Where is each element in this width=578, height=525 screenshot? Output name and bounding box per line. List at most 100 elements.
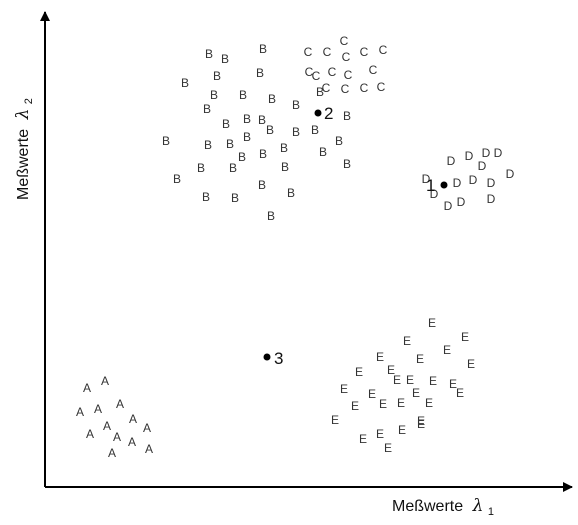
class-b-letter: B <box>259 42 267 56</box>
class-e-letter: E <box>443 343 451 357</box>
class-e-letter: E <box>467 357 475 371</box>
class-e-letter: E <box>412 386 420 400</box>
class-e-letter: E <box>331 413 339 427</box>
class-a-letter: A <box>103 419 111 433</box>
class-b-letter: B <box>343 109 351 123</box>
class-d-letter: D <box>506 167 515 181</box>
class-c-letter: C <box>328 65 337 79</box>
class-b-letter: B <box>204 138 212 152</box>
class-d-letter: D <box>422 172 431 186</box>
class-a-letter: A <box>86 427 94 441</box>
class-d-letter: D <box>469 173 478 187</box>
class-a-letter: A <box>129 412 137 426</box>
x-axis-label: Meßwerte λ 1 <box>392 496 494 518</box>
class-c-letter: C <box>341 82 350 96</box>
y-axis-index: 2 <box>23 98 35 104</box>
point-1-label: 1 <box>426 176 435 195</box>
class-c-letter: C <box>342 50 351 64</box>
class-b-letter: B <box>287 186 295 200</box>
class-d-letter: D <box>447 154 456 168</box>
class-e-letter: E <box>359 432 367 446</box>
point-3-label: 3 <box>274 349 283 368</box>
class-b-letter: B <box>205 47 213 61</box>
class-e-letter: E <box>397 396 405 410</box>
class-e-letter: E <box>417 414 425 428</box>
class-b-letter: B <box>316 85 324 99</box>
class-c-letter: C <box>377 80 386 94</box>
class-e-letter: E <box>376 427 384 441</box>
class-c-letter: C <box>305 65 314 79</box>
class-c-letter: C <box>340 34 349 48</box>
class-e-letter: E <box>384 441 392 455</box>
class-a-letter: A <box>113 430 121 444</box>
x-axis-label-text: Meßwerte <box>392 498 463 515</box>
class-e-letter: E <box>428 316 436 330</box>
class-e-letter: E <box>461 330 469 344</box>
class-b-letter: B <box>181 76 189 90</box>
class-d-letter: D <box>487 192 496 206</box>
class-b-letter: B <box>281 160 289 174</box>
class-d-letter: D <box>453 176 462 190</box>
class-e-letter: E <box>425 396 433 410</box>
class-e-letter: E <box>449 377 457 391</box>
class-b-letter: B <box>266 123 274 137</box>
class-b-letter: B <box>210 88 218 102</box>
y-axis-label: Meßwerte λ 2 <box>13 98 35 200</box>
class-a-letter: A <box>145 442 153 456</box>
class-e-letter: E <box>376 350 384 364</box>
y-axis-symbol: λ <box>13 109 33 121</box>
class-b-letter: B <box>221 52 229 66</box>
class-b-letter: B <box>231 191 239 205</box>
class-e-letter: E <box>368 387 376 401</box>
class-a-letter: A <box>101 374 109 388</box>
class-c-letter: C <box>369 63 378 77</box>
class-c-letter: C <box>379 43 388 57</box>
class-a-letter: A <box>128 435 136 449</box>
class-b-letter: B <box>311 123 319 137</box>
class-b-letter: B <box>335 134 343 148</box>
class-b-letter: B <box>222 117 230 131</box>
point-3-dot <box>263 353 271 361</box>
class-c-letter: C <box>360 81 369 95</box>
class-d-letter: D <box>494 146 503 160</box>
class-e-letter: E <box>429 374 437 388</box>
class-b-letter: B <box>268 92 276 106</box>
class-d-letter: D <box>487 176 496 190</box>
class-e-letter: E <box>379 397 387 411</box>
class-a-letter: A <box>108 446 116 460</box>
class-b-letter: B <box>238 150 246 164</box>
class-b-letter: B <box>343 157 351 171</box>
class-b-letter: B <box>256 66 264 80</box>
class-b-letter: B <box>292 98 300 112</box>
class-b-letter: B <box>229 161 237 175</box>
class-a-letter: A <box>116 397 124 411</box>
class-b-letter: B <box>258 178 266 192</box>
class-a-letter: A <box>94 402 102 416</box>
class-d-letter: D <box>478 159 487 173</box>
class-b-letter: B <box>243 112 251 126</box>
class-c-letter: C <box>304 45 313 59</box>
class-b-letter: B <box>226 137 234 151</box>
class-b-letter: B <box>267 209 275 223</box>
class-b-letter: B <box>203 102 211 116</box>
class-e-letter: E <box>355 365 363 379</box>
class-e-letter: E <box>340 382 348 396</box>
class-a-letter: A <box>143 421 151 435</box>
class-e-letter: E <box>417 417 425 431</box>
class-e-letter: E <box>387 363 395 377</box>
class-b-letter: B <box>162 134 170 148</box>
class-b-letter: B <box>239 88 247 102</box>
class-b-letter: B <box>258 113 266 127</box>
class-d-letter: D <box>444 199 453 213</box>
class-c-letter: C <box>344 68 353 82</box>
class-e-letter: E <box>416 352 424 366</box>
class-b-letter: B <box>202 190 210 204</box>
class-b-letter: B <box>173 172 181 186</box>
class-a-letter: A <box>83 381 91 395</box>
class-d-letter: D <box>430 187 439 201</box>
x-axis-symbol: λ <box>472 496 484 516</box>
class-c-letter: C <box>322 81 331 95</box>
class-e-letter: E <box>351 399 359 413</box>
